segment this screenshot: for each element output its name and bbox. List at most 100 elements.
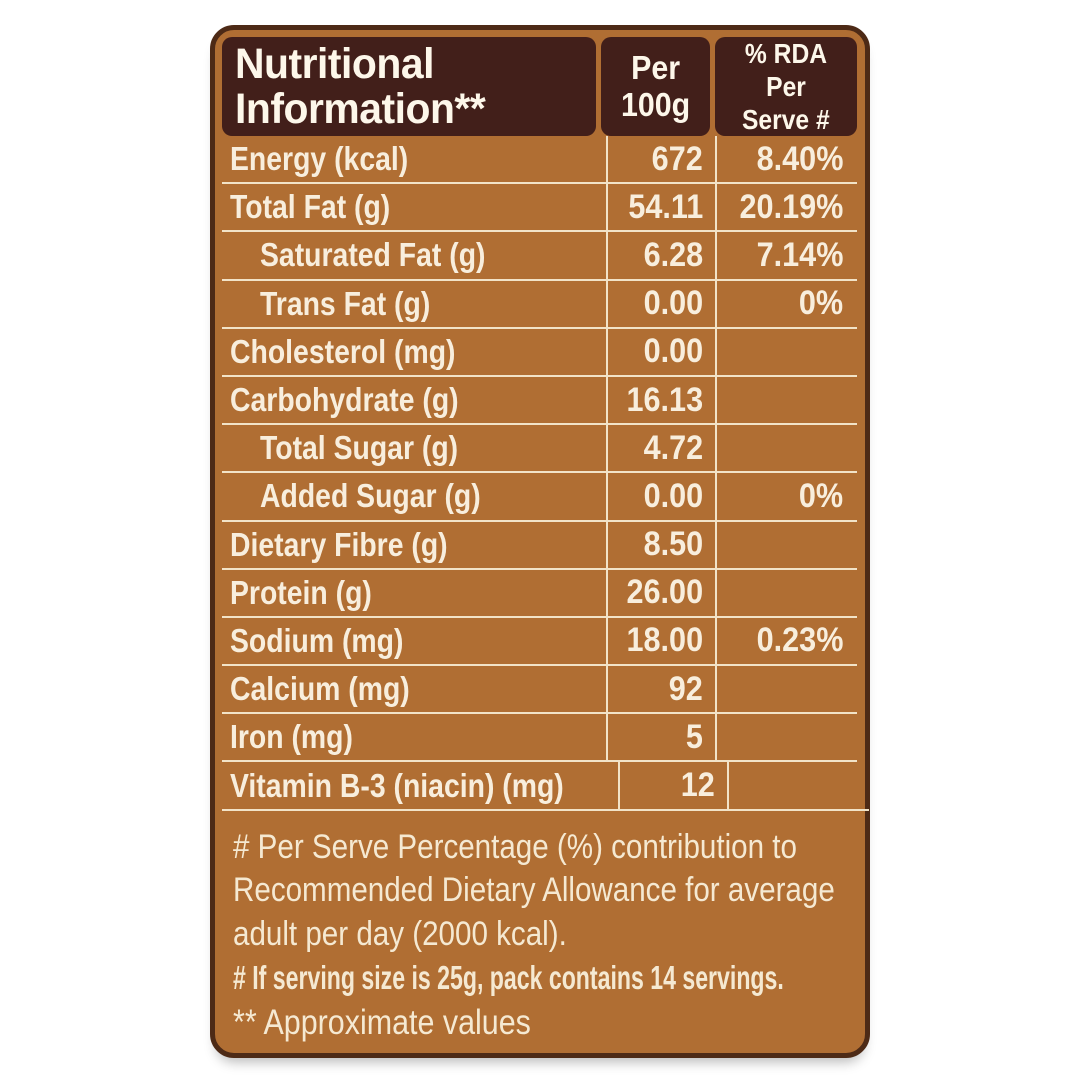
column-header-per-100g: Per 100g: [601, 37, 710, 137]
nutrient-label-cell: Total Fat (g): [222, 184, 606, 233]
nutrient-label-cell: Trans Fat (g): [222, 281, 606, 329]
nutrient-label: Energy (kcal): [230, 140, 409, 178]
table-row: Protein (g) 26.00: [222, 569, 857, 618]
nutrient-label: Saturated Fat (g): [260, 236, 486, 274]
rda-cell: 20.19%: [715, 184, 857, 233]
rda-cell: [715, 714, 857, 763]
column-header-rda-per-serve: % RDA Per Serve #: [715, 37, 857, 137]
table-row: Added Sugar (g) 0.00 0%: [222, 473, 857, 522]
nutrient-label-cell: Dietary Fibre (g): [222, 522, 606, 570]
rda-value: 0.23%: [756, 621, 843, 660]
rda-value: 0%: [798, 476, 843, 515]
nutrient-label-cell: Saturated Fat (g): [222, 232, 606, 281]
per-100g-cell: 26.00: [606, 569, 715, 618]
rda-cell: [715, 425, 857, 474]
table-row: Iron (mg) 5: [222, 714, 857, 763]
rda-value: 20.19%: [739, 187, 843, 226]
per-100g-cell: 4.72: [606, 425, 715, 474]
nutrient-label-cell: Added Sugar (g): [222, 473, 606, 522]
note-serving-size: # If serving size is 25g, pack contains …: [233, 959, 784, 997]
note-per-serve-line1: # Per Serve Percentage (%) contribution …: [233, 827, 797, 866]
note-per-serve-line3: adult per day (2000 kcal).: [233, 914, 567, 953]
nutrient-label: Sodium (mg): [230, 621, 404, 659]
rda-cell: [715, 666, 857, 715]
nutrition-table: Energy (kcal) 672 8.40% Total Fat (g) 54…: [222, 136, 870, 811]
rda-cell: 0.23%: [715, 617, 857, 667]
per-100g-value: 4.72: [643, 428, 703, 467]
per-100g-value: 0.00: [643, 476, 703, 515]
per-100g-cell: 92: [606, 666, 715, 715]
per-100g-cell: 672: [606, 136, 715, 185]
per-100g-value: 6.28: [643, 235, 703, 274]
per-100g-cell: 16.13: [606, 376, 715, 426]
nutrient-label: Iron (mg): [230, 718, 353, 756]
table-row: Cholesterol (mg) 0.00: [222, 328, 857, 377]
rda-cell: 8.40%: [715, 136, 857, 185]
column-header-rda-text: % RDA Per Serve #: [742, 38, 830, 136]
per-100g-cell: 54.11: [606, 184, 715, 233]
per-100g-value: 12: [681, 766, 716, 805]
nutrient-label: Dietary Fibre (g): [230, 525, 448, 563]
rda-cell: [715, 328, 857, 377]
per-100g-cell: 0.00: [606, 328, 715, 377]
per-100g-value: 0.00: [643, 332, 703, 371]
nutrient-label: Calcium (mg): [230, 670, 410, 708]
rda-value: 7.14%: [756, 235, 843, 274]
table-row: Sodium (mg) 18.00 0.23%: [222, 617, 857, 667]
column-header-per-100g-text: Per 100g: [620, 48, 691, 123]
table-row: Dietary Fibre (g) 8.50: [222, 521, 857, 570]
table-row: Trans Fat (g) 0.00 0%: [222, 280, 857, 329]
table-row: Calcium (mg) 92: [222, 666, 857, 715]
table-row: Total Sugar (g) 4.72: [222, 425, 857, 474]
per-100g-value: 16.13: [626, 380, 703, 419]
per-100g-value: 0.00: [643, 284, 703, 323]
per-100g-cell: 0.00: [606, 280, 715, 329]
nutrient-label-cell: Carbohydrate (g): [222, 377, 606, 426]
table-header: Nutritional Information** Per 100g % RDA…: [222, 37, 857, 137]
nutrient-label: Cholesterol (mg): [230, 332, 456, 370]
rda-cell: [727, 762, 870, 811]
per-100g-value: 8.50: [643, 525, 703, 564]
per-100g-value: 54.11: [628, 187, 703, 226]
nutrient-label: Vitamin B-3 (niacin) (mg): [230, 766, 564, 804]
rda-cell: [715, 569, 857, 618]
nutrient-label: Protein (g): [230, 573, 372, 611]
nutrient-label-cell: Sodium (mg): [222, 618, 606, 667]
nutrient-label: Carbohydrate (g): [230, 381, 459, 419]
per-100g-value: 5: [685, 717, 703, 756]
nutrient-label-cell: Protein (g): [222, 570, 606, 618]
nutrient-label: Added Sugar (g): [260, 477, 481, 515]
per-100g-cell: 8.50: [606, 521, 715, 570]
per-100g-cell: 6.28: [606, 232, 715, 281]
rda-cell: 0%: [715, 280, 857, 329]
table-row: Vitamin B-3 (niacin) (mg) 12: [222, 762, 870, 811]
nutrient-label: Trans Fat (g): [260, 284, 431, 322]
rda-cell: 7.14%: [715, 232, 857, 281]
table-title: Nutritional Information**: [235, 39, 486, 133]
nutrient-label-cell: Total Sugar (g): [222, 425, 606, 474]
rda-value: 0%: [798, 284, 843, 323]
rda-cell: [715, 376, 857, 426]
nutrient-label-cell: Energy (kcal): [222, 136, 606, 185]
per-100g-value: 92: [668, 669, 703, 708]
table-row: Saturated Fat (g) 6.28 7.14%: [222, 232, 857, 281]
table-title-box: Nutritional Information**: [222, 37, 596, 137]
rda-value: 8.40%: [756, 139, 843, 178]
per-100g-value: 26.00: [626, 573, 703, 612]
note-approximate-values: ** Approximate values: [233, 1003, 531, 1043]
per-100g-cell: 18.00: [606, 617, 715, 667]
per-100g-cell: 5: [606, 714, 715, 763]
table-row: Energy (kcal) 672 8.40%: [222, 136, 857, 185]
nutrient-label-cell: Vitamin B-3 (niacin) (mg): [222, 762, 619, 811]
rda-cell: [715, 521, 857, 570]
note-per-serve-line2: Recommended Dietary Allowance for averag…: [233, 871, 835, 910]
note-per-serve: # Per Serve Percentage (%) contribution …: [233, 826, 851, 957]
table-row: Carbohydrate (g) 16.13: [222, 376, 857, 426]
table-row: Total Fat (g) 54.11 20.19%: [222, 184, 857, 233]
per-100g-cell: 0.00: [606, 473, 715, 522]
nutrient-label: Total Fat (g): [230, 188, 391, 226]
per-100g-value: 18.00: [626, 621, 703, 660]
per-100g-cell: 12: [618, 762, 728, 811]
nutrient-label-cell: Cholesterol (mg): [222, 329, 606, 377]
